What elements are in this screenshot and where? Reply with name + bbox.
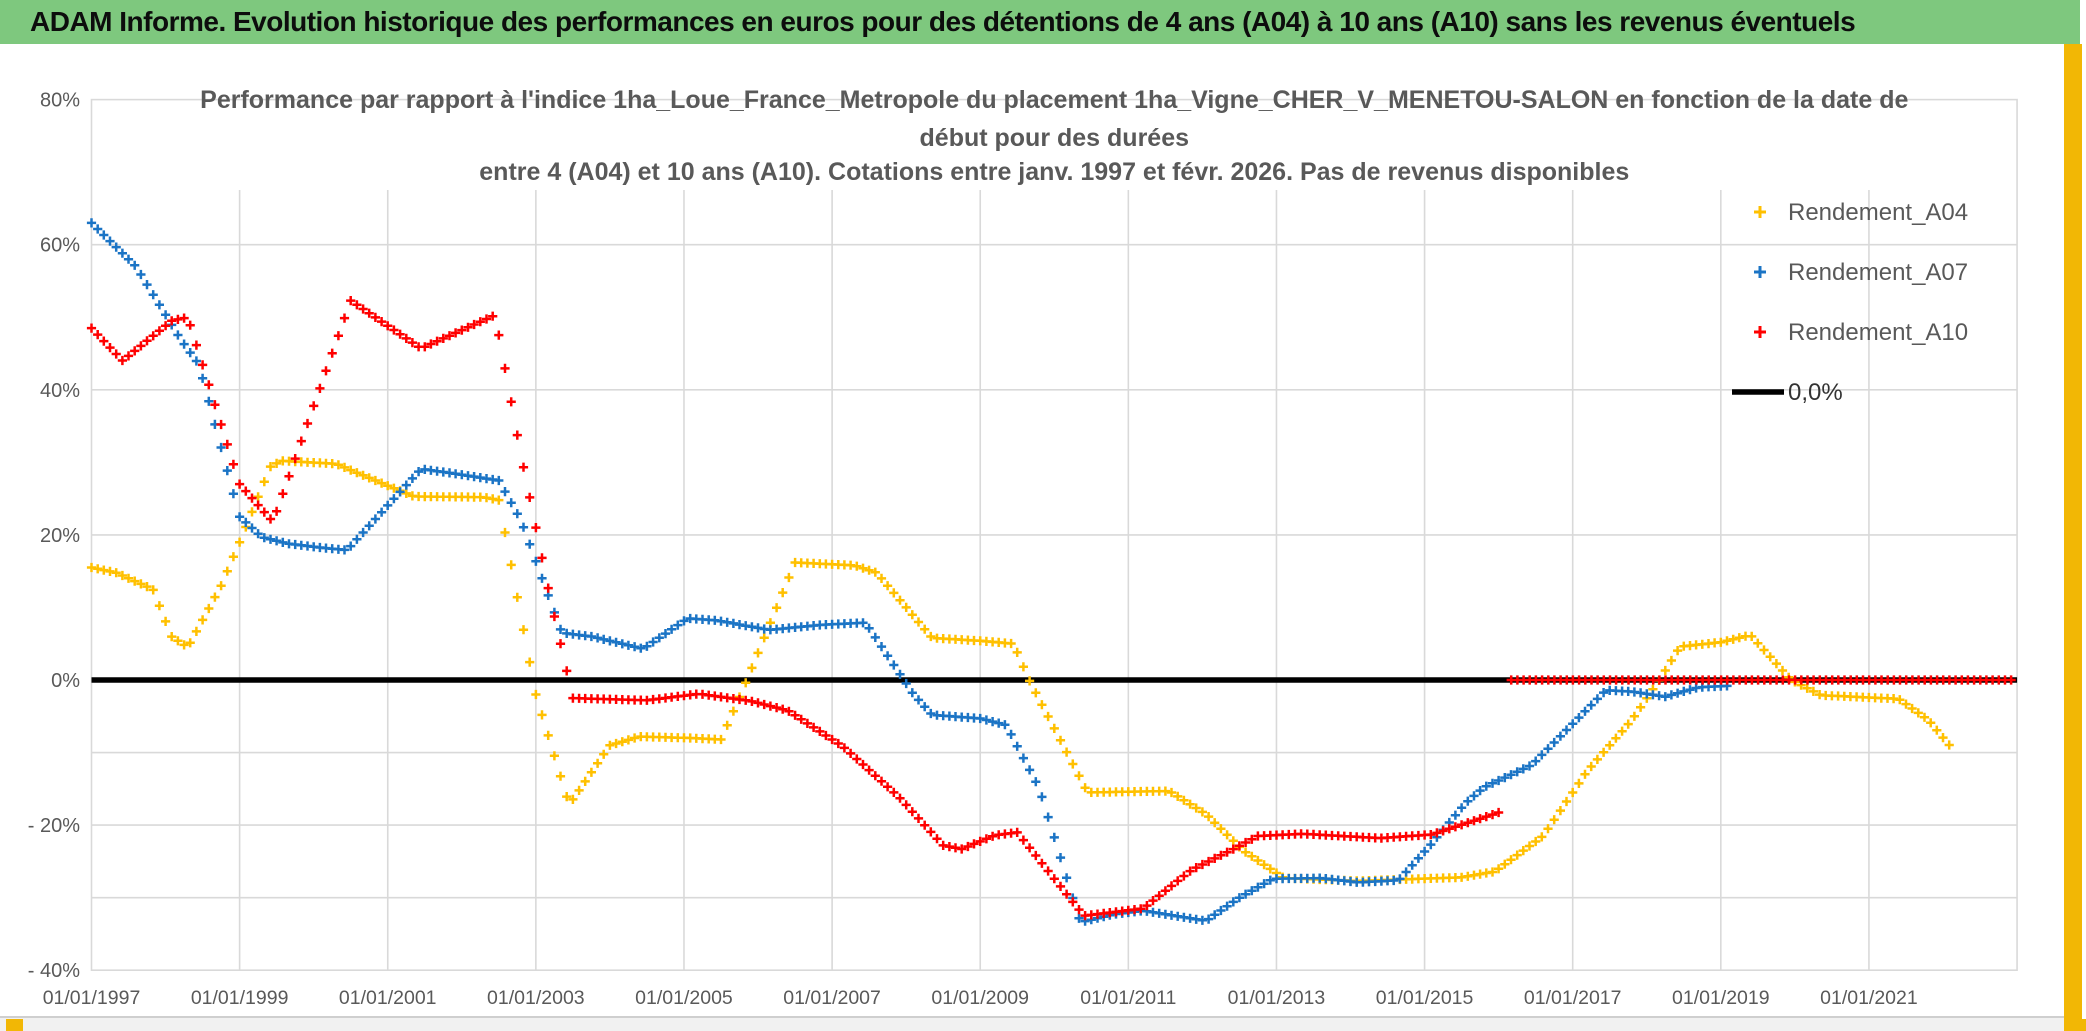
legend-item-0,0%[interactable]: 0,0% <box>1788 379 1843 406</box>
x-axis-label: 01/01/2005 <box>635 987 733 1009</box>
x-axis-label: 01/01/2019 <box>1672 987 1770 1009</box>
chart-area[interactable]: 80% 60% 40% 20% 0% - 20% - 40% 01/01/1997 01/01/… <box>0 44 2064 1016</box>
x-axis-label: 01/01/1999 <box>191 987 289 1009</box>
chart-title-line: début pour des durées <box>920 124 1189 152</box>
x-axis-label: 01/01/2001 <box>339 987 437 1009</box>
x-axis-label: 01/01/2007 <box>783 987 881 1009</box>
x-axis-label: 01/01/2009 <box>931 987 1029 1009</box>
x-axis-label: 01/01/2011 <box>1080 987 1176 1009</box>
y-axis-label: - 40% <box>28 960 80 982</box>
gold-accent-bottom-left <box>6 1019 23 1031</box>
series-rendement_a07 <box>86 218 1732 926</box>
y-axis-label: - 20% <box>28 815 80 837</box>
legend-item-rendement_a10[interactable]: Rendement_A10 <box>1788 319 1968 346</box>
gold-accent-right-strip <box>2064 44 2082 1031</box>
series-rendement_a10 <box>86 296 2016 921</box>
x-axis-label: 01/01/2021 <box>1820 987 1918 1009</box>
bottom-status-strip <box>0 1018 2064 1031</box>
series-rendement_a04 <box>86 456 1954 886</box>
y-axis-label: 20% <box>40 525 80 547</box>
legend-marker-rendement_a07 <box>1754 266 1766 278</box>
y-axis-label: 60% <box>40 235 80 257</box>
x-axis-label: 01/01/2003 <box>487 987 585 1009</box>
y-axis-label: 80% <box>40 90 80 112</box>
bottom-divider <box>0 1016 2064 1018</box>
legend-marker-rendement_a10 <box>1754 326 1766 338</box>
chart-title-line: entre 4 (A04) et 10 ans (A10). Cotations… <box>479 158 1629 186</box>
y-axis-label: 40% <box>40 380 80 402</box>
performance-chart[interactable]: 80% 60% 40% 20% 0% - 20% - 40% 01/01/1997 01/01/… <box>0 44 2064 1031</box>
legend-item-rendement_a04[interactable]: Rendement_A04 <box>1788 199 1968 226</box>
legend-marker-rendement_a04 <box>1754 206 1766 218</box>
x-axis-label: 01/01/1997 <box>43 987 141 1009</box>
y-axis-label: 0% <box>51 670 80 692</box>
window-title-bar: ADAM Informe. Evolution historique des p… <box>0 0 2080 45</box>
window-title: ADAM Informe. Evolution historique des p… <box>30 6 1856 37</box>
legend-item-rendement_a07[interactable]: Rendement_A07 <box>1788 259 1968 286</box>
chart-title-line: Performance par rapport à l'indice 1ha_L… <box>200 86 1908 114</box>
x-axis-label: 01/01/2015 <box>1376 987 1474 1009</box>
gold-accent-bottom-right <box>2064 1019 2086 1031</box>
x-axis-label: 01/01/2017 <box>1524 987 1622 1009</box>
x-axis-label: 01/01/2013 <box>1228 987 1326 1009</box>
